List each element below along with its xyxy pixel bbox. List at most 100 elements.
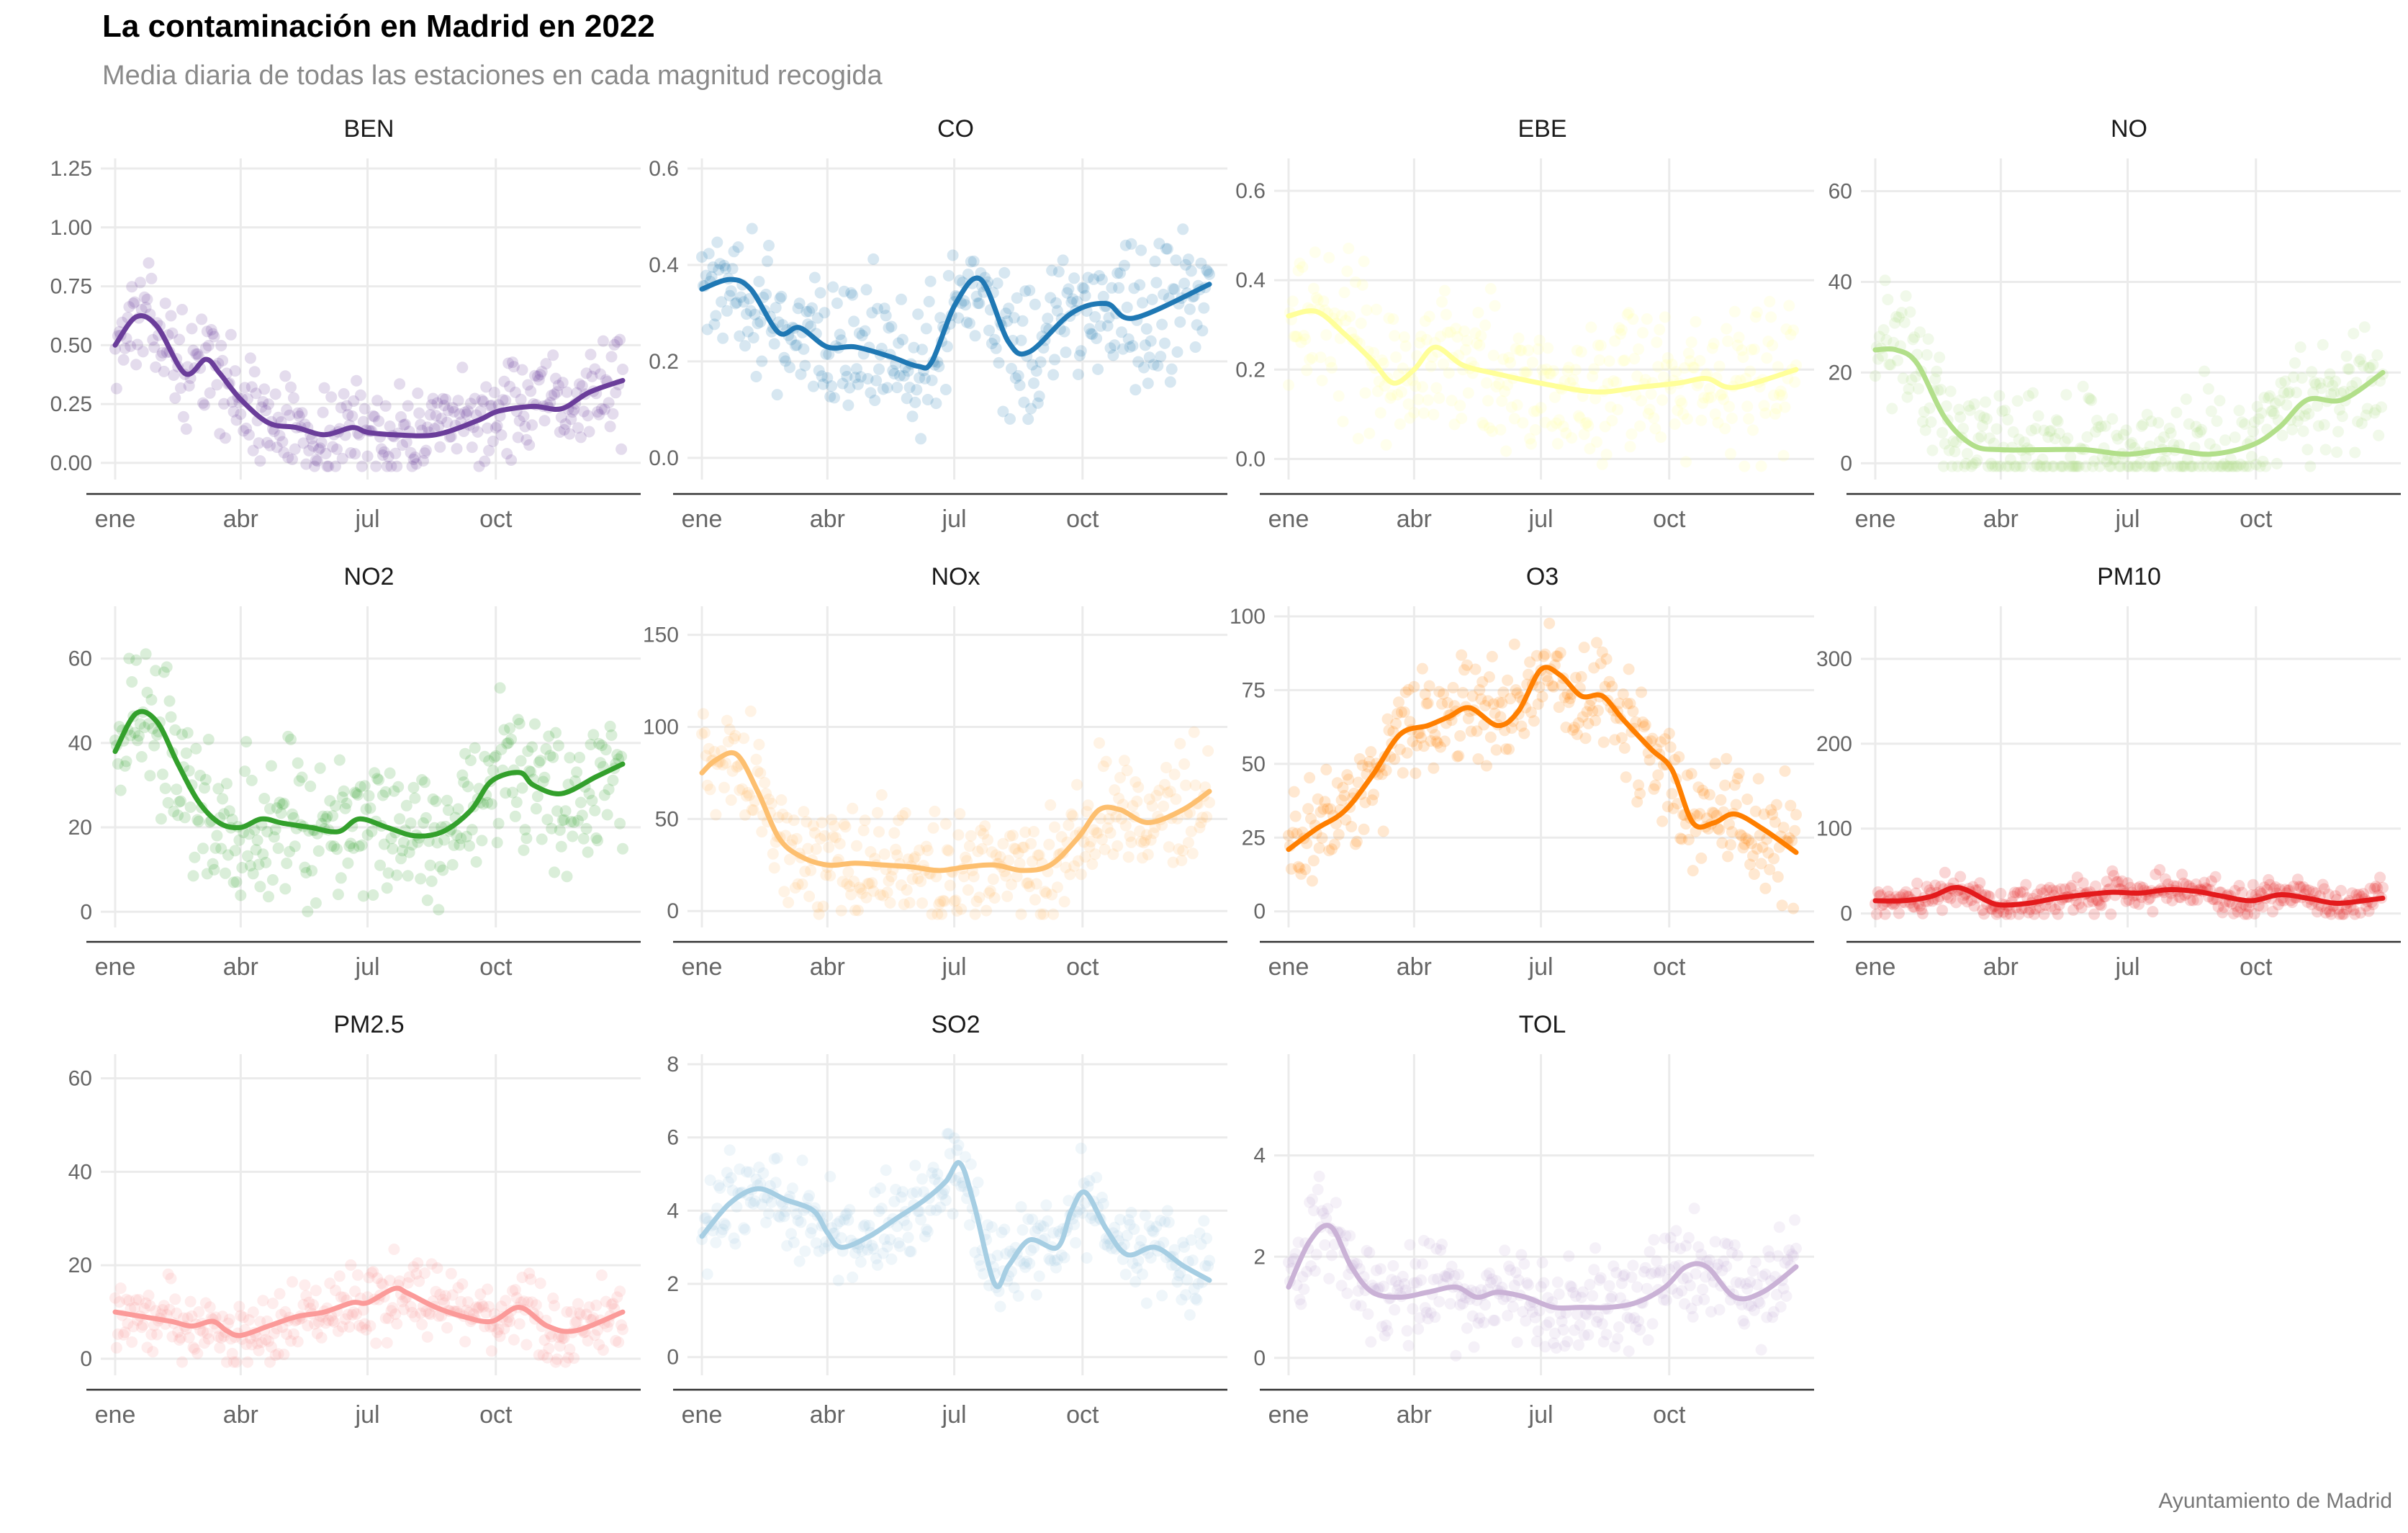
data-point (2095, 421, 2107, 432)
data-point (968, 871, 980, 883)
data-point (485, 400, 497, 411)
data-point (2291, 415, 2304, 427)
data-point (253, 437, 265, 449)
data-point (2066, 460, 2078, 472)
scatter-points (696, 705, 1215, 920)
data-point (1596, 458, 1608, 470)
data-point (853, 881, 865, 894)
scatter-points (1283, 243, 1802, 472)
data-point (455, 832, 467, 845)
data-point (1748, 343, 1760, 356)
data-point (1058, 325, 1070, 338)
data-point (287, 454, 298, 465)
data-point (1489, 1314, 1501, 1326)
data-point (2268, 408, 2280, 420)
data-point (1376, 354, 1388, 367)
y-tick-label: 6 (667, 1126, 679, 1150)
data-point (357, 415, 369, 428)
data-point (1358, 256, 1370, 267)
data-point (1557, 1323, 1569, 1336)
data-point (1985, 457, 1997, 469)
data-point (572, 422, 584, 434)
data-point (753, 739, 765, 750)
data-point (2336, 410, 2348, 423)
data-point (817, 900, 829, 912)
data-point (436, 413, 448, 425)
x-tick-label: jul (1528, 1401, 1554, 1429)
data-point (1954, 871, 1967, 883)
data-point (1589, 1242, 1602, 1254)
data-point (798, 343, 810, 355)
data-point (289, 443, 301, 455)
data-point (1883, 359, 1895, 371)
data-point (385, 832, 397, 845)
panel-title: EBE (1518, 115, 1566, 143)
data-point (403, 846, 415, 858)
data-point (2370, 404, 2382, 416)
data-point (501, 448, 513, 460)
data-point (504, 1316, 516, 1328)
data-point (744, 305, 757, 317)
data-point (2212, 460, 2224, 472)
data-point (512, 714, 524, 726)
x-tick-label: jul (355, 1401, 380, 1429)
data-point (1164, 376, 1176, 388)
data-point (993, 356, 1005, 369)
data-point (1528, 405, 1540, 418)
data-point (891, 849, 903, 861)
data-point (512, 431, 524, 444)
data-point (1117, 343, 1129, 355)
data-point (814, 287, 826, 299)
data-point (1146, 800, 1158, 812)
data-point (2187, 460, 2199, 472)
data-point (924, 275, 937, 287)
data-point (1892, 354, 1903, 367)
data-point (1111, 267, 1124, 279)
data-point (509, 386, 521, 398)
data-point (1109, 339, 1121, 351)
scatter-points (1283, 1170, 1802, 1362)
x-tick-label: ene (1855, 505, 1896, 533)
data-point (1900, 290, 1912, 302)
data-point (184, 801, 197, 813)
data-point (130, 359, 143, 371)
data-point (1512, 332, 1525, 344)
data-point (504, 722, 516, 734)
data-point (2114, 460, 2127, 472)
data-point (485, 1345, 497, 1357)
data-point (1299, 333, 1312, 346)
data-point (877, 889, 889, 902)
data-point (1170, 793, 1182, 805)
data-point (2013, 433, 2025, 446)
data-point (1204, 796, 1215, 809)
data-point (1156, 1290, 1168, 1302)
data-point (1474, 339, 1486, 351)
data-point (1688, 1202, 1700, 1215)
data-point (1312, 1184, 1324, 1195)
data-point (1374, 1263, 1386, 1275)
data-point (710, 310, 722, 322)
data-point (2240, 460, 2253, 472)
data-point (230, 876, 243, 888)
data-point (982, 834, 993, 846)
data-point (1977, 420, 1989, 432)
panel-title: NOx (932, 563, 980, 590)
data-point (526, 419, 538, 431)
data-point (605, 729, 618, 741)
data-point (1494, 423, 1507, 436)
data-point (361, 829, 374, 841)
data-point (2176, 460, 2188, 472)
data-point (777, 319, 789, 331)
data-point (442, 804, 454, 817)
data-point (1393, 696, 1404, 709)
data-point (554, 426, 566, 438)
data-point (585, 349, 597, 361)
data-point (141, 293, 153, 305)
data-point (1043, 838, 1055, 850)
data-point (194, 770, 207, 781)
data-point (883, 322, 895, 334)
data-point (1402, 398, 1415, 410)
data-point (134, 277, 146, 289)
data-point (1764, 295, 1776, 307)
